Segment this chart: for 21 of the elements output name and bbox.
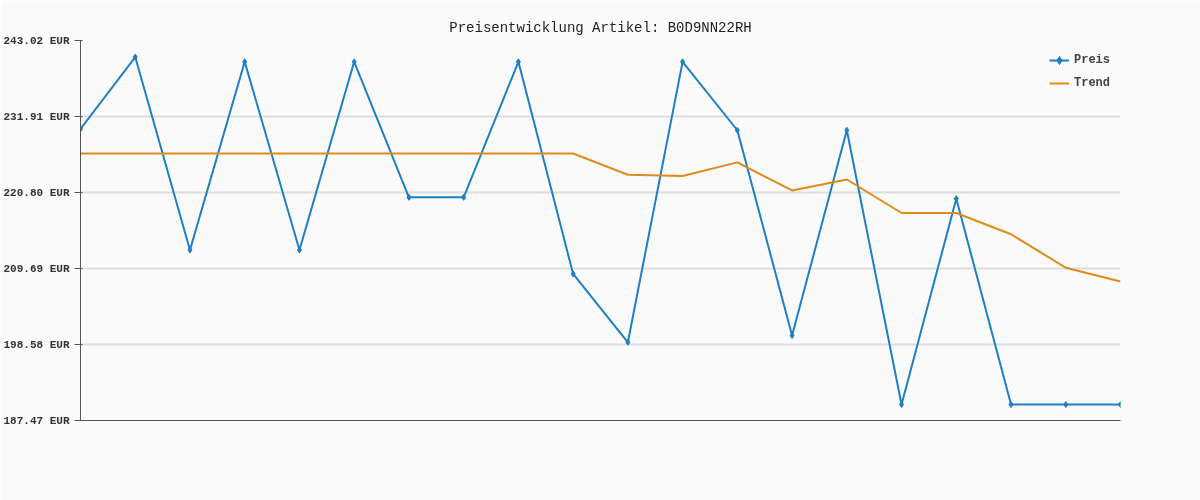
point [1063, 401, 1069, 409]
y-tick-label: 231.91 EUR [3, 110, 70, 123]
y-tick-label: 187.47 EUR [3, 414, 70, 427]
legend-label: Preis [1073, 53, 1110, 67]
point [734, 126, 740, 134]
point [461, 193, 467, 201]
chart-title: Preisentwicklung Artikel: B0D9NN22RH [449, 19, 752, 36]
point [899, 401, 905, 409]
y-tick-label: 198.58 EUR [3, 338, 70, 351]
point [132, 53, 138, 61]
legend-label: Trend [1073, 76, 1110, 90]
y-tick-label: 209.69 EUR [3, 262, 70, 275]
point [844, 126, 850, 134]
point [680, 58, 686, 66]
point [406, 193, 412, 201]
y-tick-label: 220.80 EUR [3, 186, 70, 199]
point [625, 338, 631, 346]
y-tick-label: 243.02 EUR [3, 34, 70, 47]
point [1008, 401, 1014, 409]
line-series [80, 152, 1121, 283]
point [570, 270, 576, 278]
